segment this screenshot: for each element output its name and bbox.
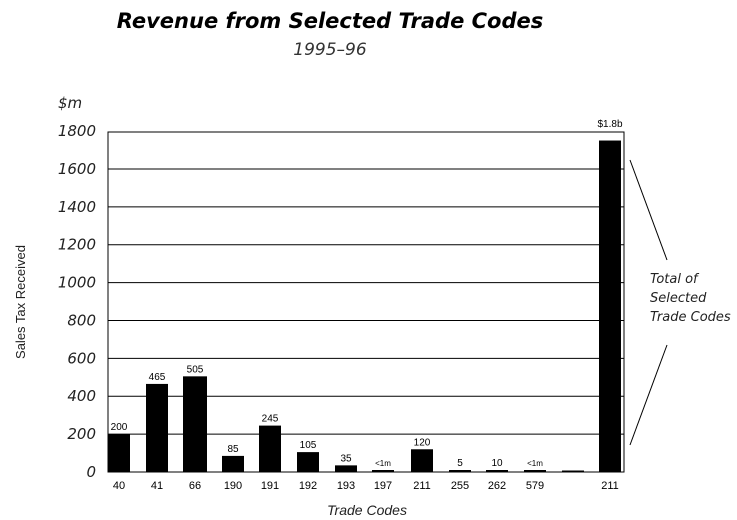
data-label: 120 bbox=[414, 437, 431, 448]
x-tick-labels: 40 41 66 190 191 192 193 197 211 255 262 579 211 bbox=[113, 480, 619, 492]
x-tick-label: 192 bbox=[299, 480, 317, 492]
x-tick-label: 40 bbox=[113, 480, 125, 492]
x-tick-label: 41 bbox=[151, 480, 163, 492]
bar-gap-12 bbox=[562, 470, 584, 472]
y-tick-label: 600 bbox=[67, 349, 96, 367]
x-tick-label: 262 bbox=[488, 480, 506, 492]
x-tick-label: 191 bbox=[261, 480, 279, 492]
bar-255-9 bbox=[449, 470, 471, 472]
data-label: 5 bbox=[457, 458, 463, 469]
data-labels: 200 465 505 85 245 105 35 <1m 120 5 10 <1m $1.8b bbox=[111, 119, 623, 469]
annotation-leader-top bbox=[629, 159, 668, 261]
x-tick-label: 255 bbox=[451, 480, 469, 492]
x-tick-label: 190 bbox=[224, 480, 242, 492]
bar-211-8 bbox=[411, 449, 433, 472]
y-tick-label: 200 bbox=[67, 425, 96, 443]
bar-192-5 bbox=[297, 452, 319, 472]
data-label: 85 bbox=[227, 444, 239, 455]
data-label: 35 bbox=[340, 453, 352, 464]
bars bbox=[108, 140, 621, 472]
y-tick-label: 1400 bbox=[58, 198, 96, 216]
x-tick-label: 197 bbox=[374, 480, 392, 492]
bar-191-4 bbox=[259, 425, 281, 472]
y-axis-label: Sales Tax Received bbox=[13, 245, 28, 359]
data-label: 105 bbox=[300, 440, 317, 451]
data-label: 505 bbox=[187, 364, 204, 375]
data-label: <1m bbox=[527, 459, 543, 468]
bar-41-1 bbox=[146, 383, 168, 472]
annotation-line: Total of bbox=[650, 272, 700, 287]
bar-66-2 bbox=[183, 376, 207, 472]
bar-193-6 bbox=[335, 465, 357, 472]
y-tick-label: 800 bbox=[67, 311, 96, 329]
data-label: 245 bbox=[262, 414, 279, 425]
bar-211-13 bbox=[599, 140, 621, 472]
bar-197-7 bbox=[372, 470, 394, 472]
data-label: $1.8b bbox=[597, 119, 622, 130]
y-tick-label: 400 bbox=[67, 387, 96, 405]
y-axis-unit: $m bbox=[58, 94, 82, 112]
plot-frame bbox=[107, 131, 625, 473]
x-tick-label: 66 bbox=[189, 480, 201, 492]
annotation-line: Selected bbox=[650, 291, 707, 306]
bar-40-0 bbox=[108, 434, 130, 472]
data-label: 465 bbox=[149, 372, 166, 383]
data-label: 10 bbox=[491, 458, 503, 469]
bar-579-11 bbox=[524, 470, 546, 472]
y-tick-label: 1000 bbox=[58, 274, 96, 292]
x-axis-label: Trade Codes bbox=[327, 502, 407, 518]
y-tick-label: 1200 bbox=[58, 236, 96, 254]
y-tick-label: 1800 bbox=[58, 122, 96, 140]
chart-title: Revenue from Selected Trade Codes bbox=[117, 9, 544, 33]
annotation-line: Trade Codes bbox=[650, 310, 731, 325]
x-tick-label: 579 bbox=[526, 480, 544, 492]
x-tick-label: 211 bbox=[413, 480, 431, 492]
x-tick-label: 193 bbox=[337, 480, 355, 492]
data-label: <1m bbox=[375, 459, 391, 468]
x-tick-label: 211 bbox=[601, 480, 619, 492]
y-tick-label: 1600 bbox=[58, 160, 96, 178]
bar-262-10 bbox=[486, 470, 508, 472]
y-tick-label: 0 bbox=[86, 463, 96, 481]
y-tick-labels: 0 200 400 600 800 1000 1200 1400 1600 1800 bbox=[58, 122, 96, 481]
annotation-leader-bottom bbox=[629, 344, 668, 446]
bar-190-3 bbox=[222, 455, 244, 472]
data-label: 200 bbox=[111, 422, 128, 433]
chart-subtitle: 1995–96 bbox=[293, 40, 367, 60]
annotation-total-selected: Total of Selected Trade Codes bbox=[650, 272, 731, 325]
